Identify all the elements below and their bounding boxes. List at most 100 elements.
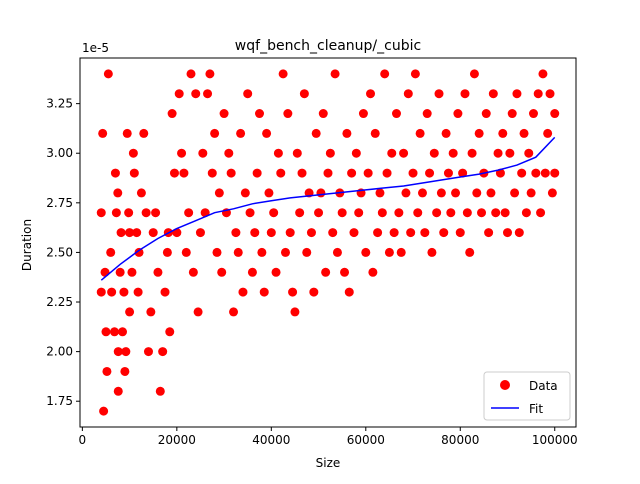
data-point [262, 128, 272, 138]
data-point [276, 168, 286, 178]
data-point [524, 148, 534, 158]
data-point [290, 307, 300, 317]
data-point [133, 287, 143, 297]
data-point [271, 267, 281, 277]
data-point [349, 228, 359, 238]
data-point [266, 228, 276, 238]
data-point [158, 347, 168, 357]
data-point [396, 247, 406, 257]
data-point [370, 128, 380, 138]
data-point [111, 208, 121, 218]
data-point [451, 188, 461, 198]
data-point [243, 89, 253, 99]
data-point [115, 267, 125, 277]
data-point [247, 267, 257, 277]
data-point [465, 247, 475, 257]
data-point [517, 168, 527, 178]
data-point [219, 109, 229, 119]
data-point [113, 347, 123, 357]
data-point [363, 168, 373, 178]
data-point [337, 208, 347, 218]
data-point [162, 247, 172, 257]
data-point [417, 188, 427, 198]
data-point [507, 109, 517, 119]
data-point [406, 228, 416, 238]
data-point [408, 168, 418, 178]
data-point [460, 89, 470, 99]
data-point [332, 247, 342, 257]
data-point [394, 208, 404, 218]
data-point [538, 69, 548, 79]
data-point [354, 208, 364, 218]
data-point [306, 228, 316, 238]
data-point [179, 168, 189, 178]
data-point [226, 168, 236, 178]
data-point [415, 128, 425, 138]
data-point [299, 89, 309, 99]
data-point [321, 267, 331, 277]
data-point [446, 208, 456, 218]
data-point [543, 128, 553, 138]
data-point [491, 208, 501, 218]
y-axis-label: Duration [20, 219, 34, 271]
x-tick-label: 40000 [252, 433, 290, 447]
data-point [366, 89, 376, 99]
data-point [236, 128, 246, 138]
data-point [484, 228, 494, 238]
data-point [224, 148, 234, 158]
data-point [427, 247, 437, 257]
data-point [540, 168, 550, 178]
data-point [380, 69, 390, 79]
data-point [231, 228, 241, 238]
data-point [469, 69, 479, 79]
data-point [188, 267, 198, 277]
data-point [512, 89, 522, 99]
data-point [328, 228, 338, 238]
data-point [125, 228, 135, 238]
data-point [120, 366, 130, 376]
data-point [510, 188, 520, 198]
data-point [458, 168, 468, 178]
y-axis-offset-label: 1e-5 [82, 41, 109, 55]
data-point [422, 109, 432, 119]
data-point [264, 188, 274, 198]
data-point [340, 267, 350, 277]
data-point [477, 208, 487, 218]
data-point [391, 109, 401, 119]
data-point [141, 208, 151, 218]
data-point [278, 69, 288, 79]
axes-frame [79, 57, 577, 428]
data-point [255, 109, 265, 119]
data-point [122, 128, 132, 138]
data-point [210, 128, 220, 138]
data-point [384, 247, 394, 257]
data-point [184, 208, 194, 218]
data-point [116, 228, 126, 238]
data-point [382, 168, 392, 178]
data-point [488, 89, 498, 99]
data-point [547, 188, 557, 198]
data-point [107, 287, 117, 297]
data-point [481, 109, 491, 119]
data-point [486, 188, 496, 198]
data-point [146, 307, 156, 317]
data-point [273, 148, 283, 158]
data-point [316, 188, 326, 198]
legend-fit-label: Fit [529, 402, 543, 416]
data-point [432, 208, 442, 218]
data-point [127, 267, 137, 277]
data-point [429, 148, 439, 158]
legend-data-label: Data [529, 379, 558, 393]
data-point [198, 148, 208, 158]
data-point [169, 168, 179, 178]
data-point [505, 148, 515, 158]
data-point [128, 148, 138, 158]
data-point [155, 386, 165, 396]
data-point [323, 168, 333, 178]
data-point [99, 406, 109, 416]
y-tick-label: 2.25 [46, 295, 73, 309]
data-point [375, 188, 385, 198]
data-point [389, 228, 399, 238]
data-point [528, 109, 538, 119]
